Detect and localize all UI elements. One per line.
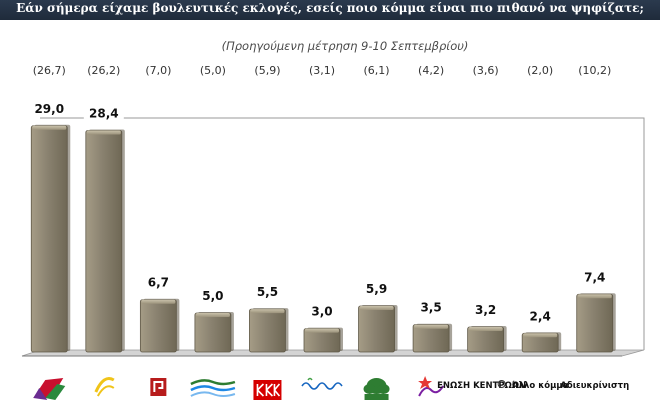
bar-body xyxy=(576,293,614,353)
nd-logo-icon xyxy=(94,377,115,397)
value-label-box xyxy=(83,100,124,119)
bar-4 xyxy=(194,312,234,353)
previous-value-label: (5,0) xyxy=(200,64,226,77)
bar-top-bevel xyxy=(414,324,449,329)
bar-top-bevel xyxy=(250,309,285,314)
ek-star-icon: ΕΝΩΣΗ ΚΕΝΤΡΩΩΝ xyxy=(437,380,526,391)
value-label: 3,2 xyxy=(475,303,496,317)
bar-5 xyxy=(249,308,289,353)
previous-value-label: (6,1) xyxy=(364,64,390,77)
value-label: 5,0 xyxy=(202,289,223,303)
bar-top-bevel xyxy=(468,327,503,332)
previous-value-label: (7,0) xyxy=(145,64,171,77)
potami-tree-icon xyxy=(363,378,390,400)
bar-10 xyxy=(521,332,562,353)
bar-top-bevel xyxy=(195,313,230,317)
xa-meander-icon xyxy=(150,378,167,396)
bar-top-bevel xyxy=(86,130,121,135)
bar-top-bevel xyxy=(523,333,558,338)
bar-body xyxy=(358,305,395,353)
previous-value-label: (10,2) xyxy=(578,64,611,77)
value-label-box xyxy=(29,95,70,114)
bar-11 xyxy=(576,293,616,353)
previous-value-label: (26,2) xyxy=(87,64,120,77)
bar-3 xyxy=(139,298,180,353)
bar-1 xyxy=(30,124,71,353)
bar-body xyxy=(249,308,286,353)
bar-6 xyxy=(303,327,343,353)
bar-9 xyxy=(467,326,507,353)
syriza-flag-icon xyxy=(33,378,66,400)
previous-value-label: (26,7) xyxy=(33,64,66,77)
bar-body xyxy=(139,299,177,353)
previous-value-label: (3,1) xyxy=(309,64,335,77)
category-label: Άλλο κόμμα xyxy=(512,380,569,391)
bar-8 xyxy=(412,323,453,353)
value-label: 2,4 xyxy=(530,309,551,323)
bar-2 xyxy=(85,129,125,353)
bar-top-bevel xyxy=(359,305,394,310)
value-labels: 29,0 28,4 6,7 5,0 5,5 3,0 5,9 3,5 3,2 2,4 7,4 xyxy=(29,95,605,323)
previous-value-label: (5,9) xyxy=(254,64,280,77)
previous-measurement-labels: (26,7) (26,2) (7,0) (5,0) (5,9) (3,1) (6,1) (4,… xyxy=(33,64,612,77)
value-label: 5,9 xyxy=(366,282,387,296)
previous-value-label: (4,2) xyxy=(418,64,444,77)
chart-subtitle: (Προηγούμενη μέτρηση 9-10 Σεπτεμβρίου) xyxy=(222,39,469,53)
bar-body xyxy=(412,324,450,353)
value-label: 7,4 xyxy=(584,270,605,284)
bar-body xyxy=(194,312,232,353)
value-label: 3,0 xyxy=(311,305,332,319)
bar-body xyxy=(30,125,68,353)
bar-7 xyxy=(358,304,398,353)
anel-script-icon xyxy=(301,377,343,390)
previous-value-label: (2,0) xyxy=(527,64,553,77)
bar-top-bevel xyxy=(32,125,67,130)
lae-star-icon xyxy=(418,376,444,397)
value-label: 28,4 xyxy=(89,106,119,120)
pasok-wave-icon xyxy=(190,379,236,397)
other-text-icon: Άλλο κόμμα xyxy=(512,380,569,391)
undecided-text-icon: Αδιευκρίνιστη xyxy=(560,380,629,391)
previous-value-label: (3,6) xyxy=(473,64,499,77)
value-label: 29,0 xyxy=(34,102,64,116)
header-bar: Εάν σήμερα είχαμε βουλευτικές εκλογές, ε… xyxy=(0,0,660,20)
bar-top-bevel xyxy=(577,294,612,299)
bar-top-bevel xyxy=(305,328,339,333)
value-label: 6,7 xyxy=(148,276,169,290)
value-label: 3,5 xyxy=(420,301,441,315)
bar-top-bevel xyxy=(141,299,176,304)
category-label: ΕΝΩΣΗ ΚΕΝΤΡΩΩΝ xyxy=(437,381,526,391)
bars xyxy=(30,124,616,353)
value-label: 5,5 xyxy=(257,285,278,299)
bar-body xyxy=(85,130,123,353)
chart-question-title: Εάν σήμερα είχαμε βουλευτικές εκλογές, ε… xyxy=(16,1,644,15)
category-label: Αδιευκρίνιστη xyxy=(560,380,629,391)
kke-logo-icon xyxy=(253,380,282,400)
